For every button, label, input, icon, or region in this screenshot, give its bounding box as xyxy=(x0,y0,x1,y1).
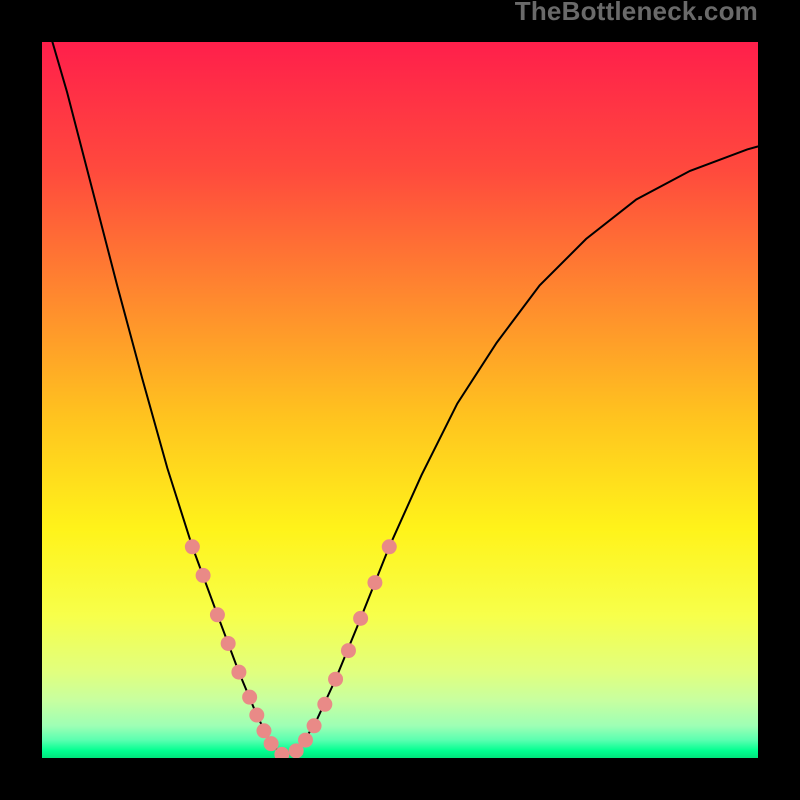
band-marker-dot xyxy=(210,607,225,622)
band-marker-dot xyxy=(353,611,368,626)
band-marker-dot xyxy=(256,723,271,738)
band-marker-dot xyxy=(221,636,236,651)
band-marker-dot xyxy=(382,539,397,554)
band-marker-dot xyxy=(307,718,322,733)
bottleneck-curve xyxy=(42,42,758,754)
band-marker-dot xyxy=(196,568,211,583)
band-marker-dot xyxy=(328,672,343,687)
band-marker-dot xyxy=(367,575,382,590)
chart-stage: { "watermark": { "text": "TheBottleneck.… xyxy=(0,0,800,800)
band-marker-dot xyxy=(264,736,279,751)
band-marker-dot xyxy=(341,643,356,658)
band-marker-dot xyxy=(249,708,264,723)
band-marker-dot xyxy=(298,733,313,748)
watermark-text: TheBottleneck.com xyxy=(515,0,758,27)
band-marker-dot xyxy=(242,690,257,705)
band-marker-dot xyxy=(231,665,246,680)
plot-area xyxy=(42,42,758,758)
band-marker-dot xyxy=(317,697,332,712)
band-marker-dot xyxy=(185,539,200,554)
curve-layer xyxy=(42,42,758,758)
